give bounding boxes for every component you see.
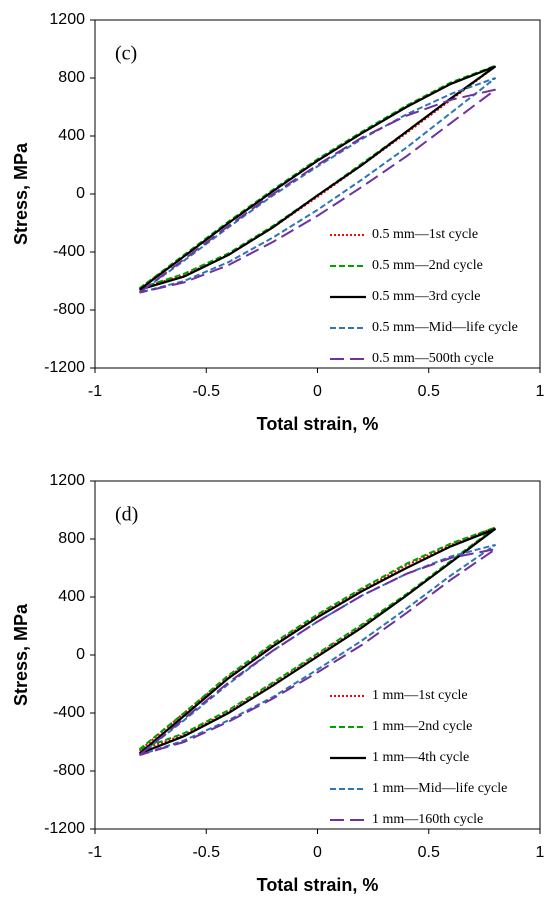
legend-label: 0.5 mm—3rd cycle (372, 289, 480, 304)
legend-label: 0.5 mm—500th cycle (372, 351, 494, 366)
legend-label: 0.5 mm—2nd cycle (372, 258, 483, 273)
series-line (138, 64, 497, 290)
legend-label: 1 mm—Mid—life cycle (372, 781, 507, 796)
x-axis-title: Total strain, % (257, 414, 379, 434)
x-tick-label: 0 (313, 844, 322, 861)
panel-label: (d) (115, 504, 138, 526)
y-tick-label: 1200 (49, 11, 85, 28)
x-tick-label: -1 (88, 383, 102, 400)
y-tick-label: 1200 (49, 472, 85, 489)
series-line (138, 88, 497, 294)
panel-label: (c) (115, 43, 137, 65)
x-tick-label: 0.5 (418, 844, 440, 861)
series-line (138, 77, 497, 294)
legend-label: 0.5 mm—1st cycle (372, 227, 478, 242)
y-axis-title: Stress, MPa (11, 603, 31, 706)
series-line (138, 65, 497, 291)
series-line (138, 548, 497, 756)
x-tick-label: -0.5 (192, 844, 220, 861)
legend-label: 1 mm—1st cycle (372, 688, 468, 703)
y-tick-label: 400 (58, 127, 85, 144)
y-tick-label: 0 (76, 646, 85, 663)
y-tick-label: -400 (53, 243, 85, 260)
x-tick-label: -1 (88, 844, 102, 861)
y-tick-label: -400 (53, 704, 85, 721)
x-tick-label: 1 (536, 844, 545, 861)
y-tick-label: 800 (58, 530, 85, 547)
x-tick-label: 1 (536, 383, 545, 400)
series-line (138, 527, 497, 755)
plot-frame (94, 19, 541, 369)
series-line (138, 526, 497, 752)
legend-label: 1 mm—160th cycle (372, 812, 483, 827)
x-tick-label: 0 (313, 383, 322, 400)
x-tick-label: -0.5 (192, 383, 220, 400)
x-tick-label: 0.5 (418, 383, 440, 400)
legend-label: 1 mm—4th cycle (372, 750, 469, 765)
y-tick-label: 0 (76, 185, 85, 202)
legend-label: 0.5 mm—Mid—life cycle (372, 320, 518, 335)
series-line (138, 543, 497, 756)
y-tick-label: 400 (58, 588, 85, 605)
y-tick-label: -800 (53, 301, 85, 318)
x-axis-title: Total strain, % (257, 875, 379, 895)
y-axis-title: Stress, MPa (11, 142, 31, 245)
series-line (138, 526, 497, 751)
y-tick-label: -800 (53, 762, 85, 779)
y-tick-label: -1200 (44, 359, 85, 376)
y-tick-label: -1200 (44, 820, 85, 837)
legend-label: 1 mm—2nd cycle (372, 719, 472, 734)
y-tick-label: 800 (58, 69, 85, 86)
